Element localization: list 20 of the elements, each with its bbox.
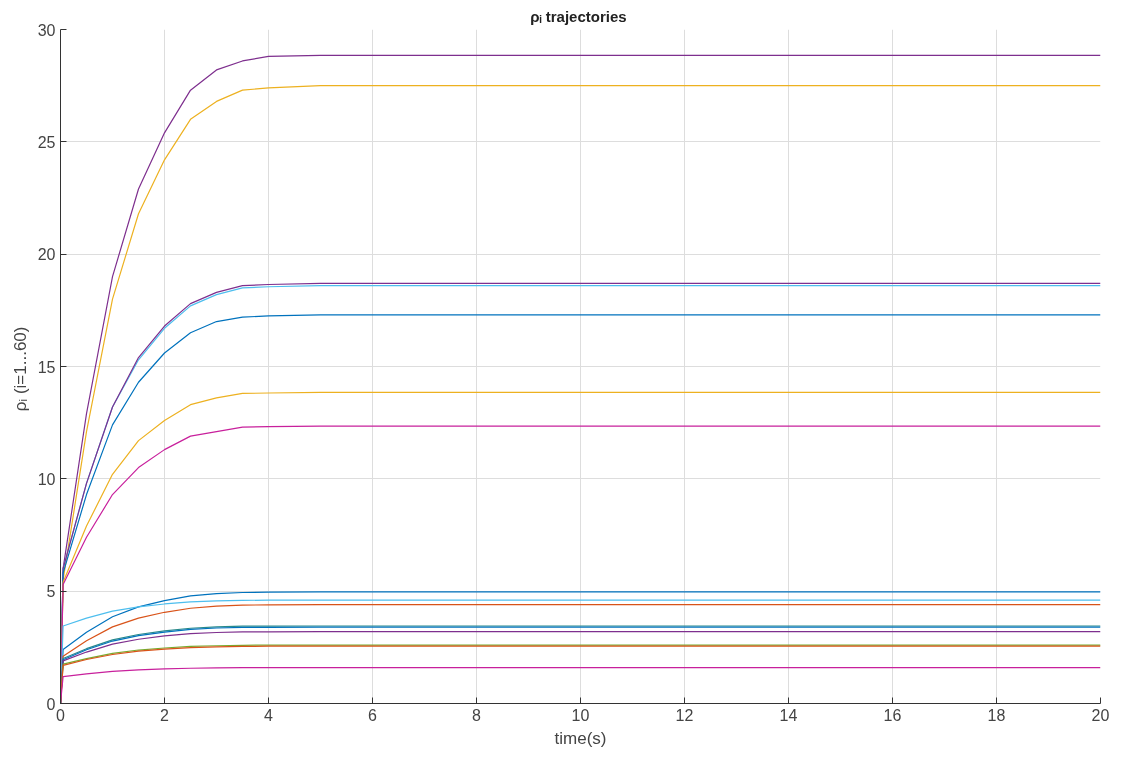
x-tick-label: 8: [472, 706, 482, 724]
x-tick-label: 6: [368, 706, 378, 724]
y-axis-title: ρᵢ (i=1...60): [10, 326, 30, 412]
chart-title: ρᵢ trajectories: [530, 7, 627, 25]
y-tick-label: 10: [37, 470, 56, 488]
y-tick-label: 25: [37, 133, 56, 151]
y-tick-label: 30: [37, 21, 56, 39]
y-tick-label: 0: [46, 695, 56, 713]
x-tick-label: 16: [883, 706, 902, 724]
y-tick-label: 20: [37, 246, 56, 264]
x-tick-label: 2: [160, 706, 170, 724]
y-tick-label: 5: [46, 583, 56, 601]
x-tick-label: 20: [1091, 706, 1110, 724]
x-tick-label: 18: [987, 706, 1006, 724]
x-tick-label: 14: [779, 706, 798, 724]
x-tick-label: 12: [675, 706, 694, 724]
y-tick-label: 15: [37, 358, 56, 376]
x-tick-label: 4: [264, 706, 274, 724]
x-tick-label: 10: [571, 706, 590, 724]
x-axis-title: time(s): [554, 728, 607, 748]
